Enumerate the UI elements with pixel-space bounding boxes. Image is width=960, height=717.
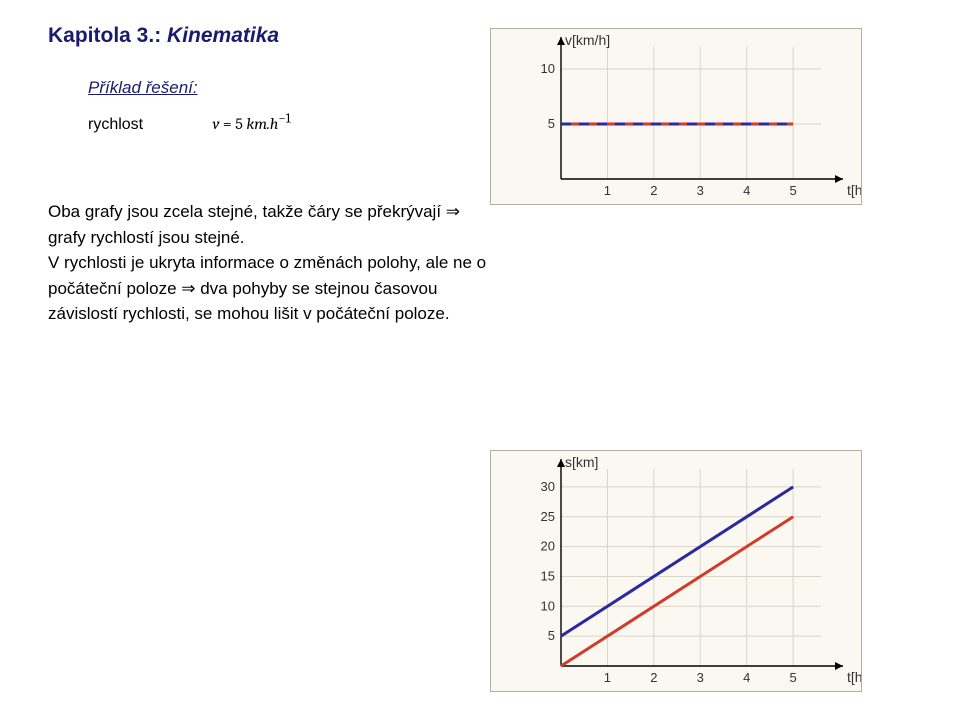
- svg-text:1: 1: [604, 670, 611, 685]
- svg-text:2: 2: [650, 670, 657, 685]
- svg-text:25: 25: [541, 509, 555, 524]
- chapter-topic: Kinematika: [167, 24, 279, 47]
- svg-text:5: 5: [548, 116, 555, 131]
- svg-text:4: 4: [743, 670, 750, 685]
- svg-text:5: 5: [790, 670, 797, 685]
- paragraph-2: V rychlosti je ukryta informace o změnác…: [48, 250, 488, 327]
- svg-text:4: 4: [743, 183, 750, 198]
- svg-text:t[h]: t[h]: [847, 182, 861, 198]
- position-chart: 1 2 3 4 5 5 10 15 20 25 30 s[km] t[h]: [490, 450, 862, 692]
- velocity-chart: 1 2 3 4 5 5 10 v[km/h] t[h]: [490, 28, 862, 205]
- svg-text:t[h]: t[h]: [847, 669, 861, 685]
- svg-text:3: 3: [697, 670, 704, 685]
- variable-equation: v = 5 km.h−1: [212, 115, 290, 133]
- svg-text:1: 1: [604, 183, 611, 198]
- svg-text:15: 15: [541, 568, 555, 583]
- svg-text:30: 30: [541, 479, 555, 494]
- svg-text:5: 5: [548, 628, 555, 643]
- svg-text:v[km/h]: v[km/h]: [565, 32, 610, 48]
- svg-text:2: 2: [650, 183, 657, 198]
- body-paragraphs: Oba grafy jsou zcela stejné, takže čáry …: [48, 199, 488, 327]
- chapter-number: Kapitola 3.:: [48, 24, 161, 47]
- svg-text:10: 10: [541, 598, 555, 613]
- svg-text:20: 20: [541, 539, 555, 554]
- paragraph-1: Oba grafy jsou zcela stejné, takže čáry …: [48, 199, 488, 250]
- svg-text:5: 5: [790, 183, 797, 198]
- svg-text:3: 3: [697, 183, 704, 198]
- variable-label: rychlost: [88, 116, 208, 134]
- svg-text:10: 10: [541, 61, 555, 76]
- svg-text:s[km]: s[km]: [565, 454, 598, 470]
